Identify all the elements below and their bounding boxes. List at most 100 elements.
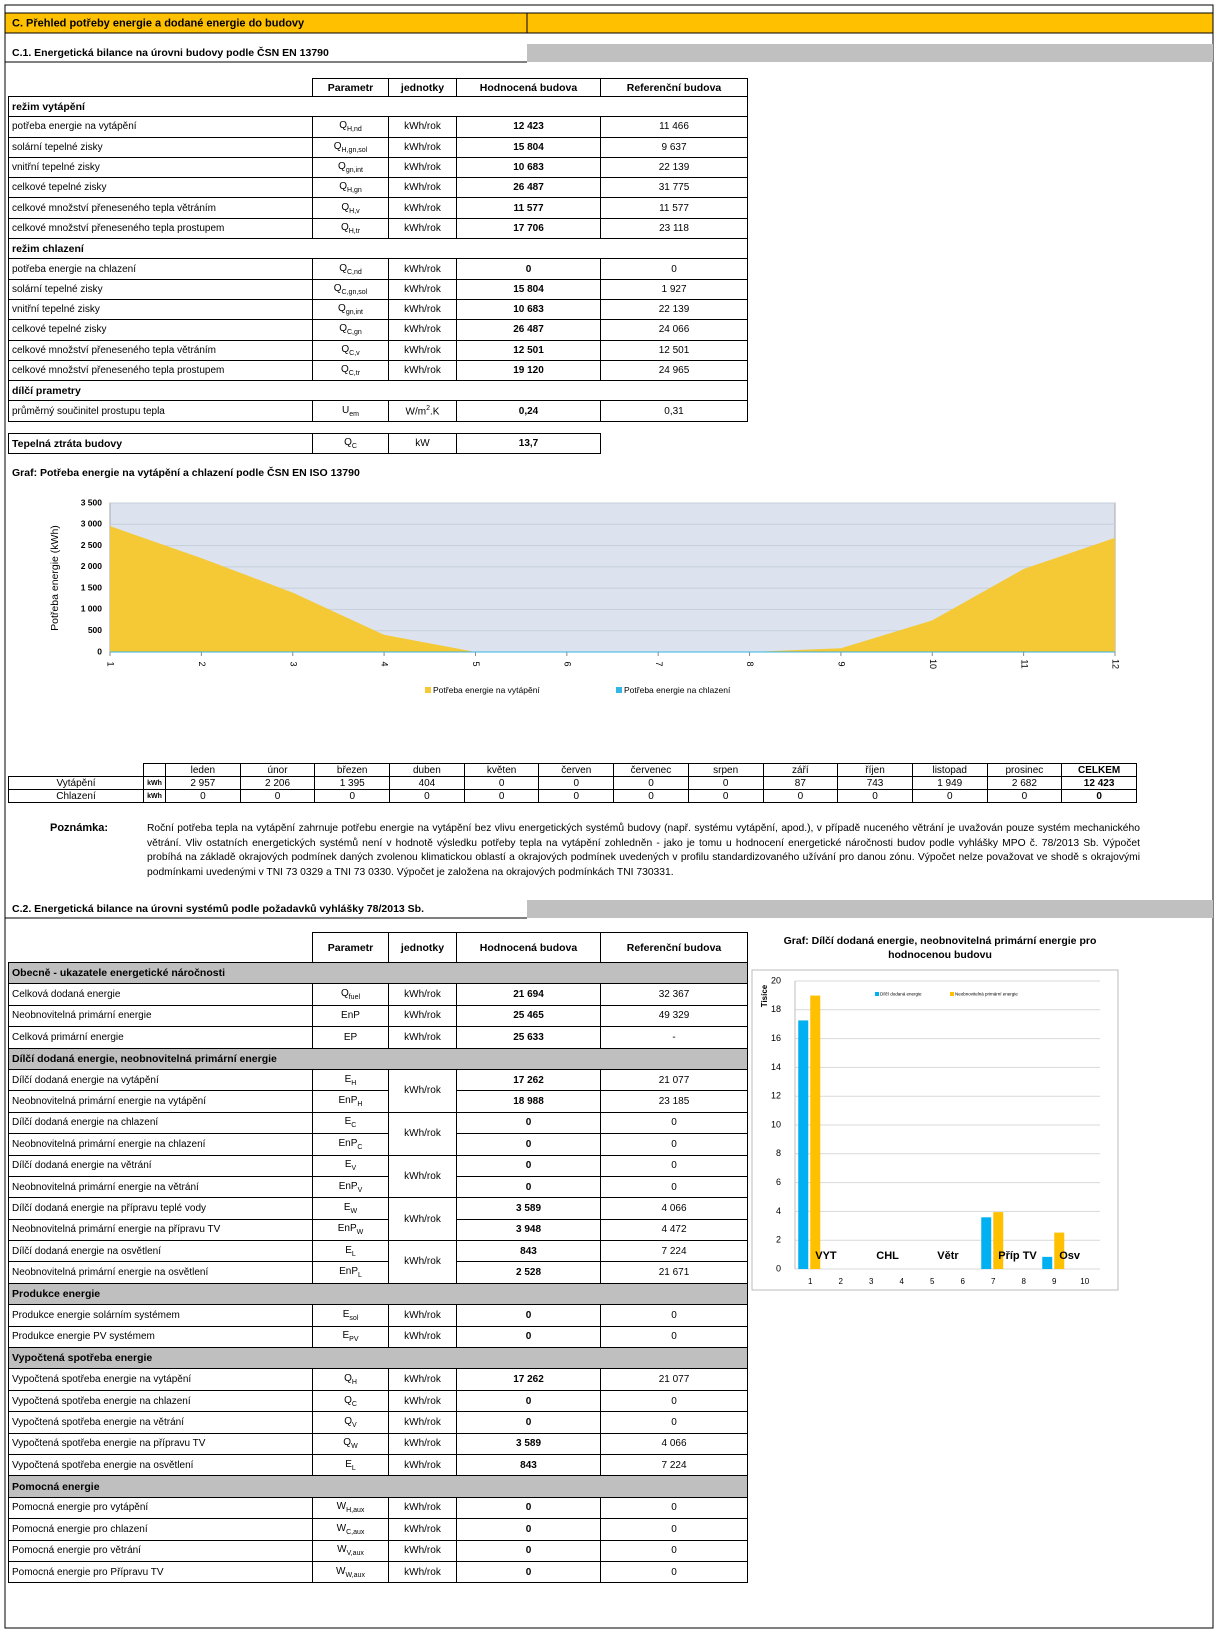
reference: 1 927 — [600, 278, 748, 300]
symbol: W — [336, 1501, 347, 1513]
month-value: 743 — [837, 776, 913, 790]
y-tick-label: 3 000 — [81, 519, 103, 529]
month-value: 1 949 — [911, 776, 988, 790]
reference: 0 — [600, 1325, 748, 1349]
reference: 23 118 — [600, 217, 748, 240]
row-label: potřeba energie na vytápění — [8, 116, 313, 138]
x-tick-label: 12 — [1111, 659, 1121, 669]
month-header: srpen — [687, 763, 764, 777]
symbol-sub: W,aux — [345, 1571, 365, 1579]
table-row: celkové množství přeneseného tepla větrá… — [8, 197, 748, 219]
month-value: 2 957 — [165, 776, 241, 790]
y-tick-label: 0 — [97, 646, 102, 656]
symbol-cell: EL — [312, 1240, 389, 1263]
symbol-sub: H,nd — [346, 126, 362, 134]
row-label: vnitřní tepelné zisky — [8, 298, 313, 321]
table-row: vnitřní tepelné zisky Qgn,int kWh/rok 10 68… — [8, 156, 748, 179]
table-row: celkové tepelné zisky QC,gn kWh/rok 26 487 2… — [8, 319, 748, 341]
group-row: Pomocná energie — [8, 1475, 748, 1498]
y-tick-label: 14 — [771, 1062, 781, 1072]
reference: 0,31 — [600, 400, 748, 422]
month-value: 0 — [687, 789, 764, 803]
x-tick-label: 4 — [380, 661, 390, 666]
row-label: Neobnovitelná primární energie na vytápě… — [8, 1090, 313, 1113]
symbol-cell: QC,gn — [312, 319, 389, 341]
unit-cell: kWh/rok — [388, 1453, 457, 1477]
row-label: Pomocná energie pro Přípravu TV — [8, 1560, 313, 1584]
x-tick-label: 5 — [930, 1277, 935, 1286]
unit-cell: kWh/rok — [388, 1389, 457, 1413]
value: 26 487 — [456, 177, 601, 199]
unit-cell: kWh/rok — [388, 278, 457, 300]
symbol-cell: QH,tr — [312, 217, 389, 240]
row-label: Chlazení — [8, 789, 144, 803]
data-table: Parametr jednotky Hodnocená budova Referenč… — [8, 78, 748, 422]
header-row: Parametr jednotky Hodnocená budova Referenč… — [8, 932, 748, 963]
unit-cell: kWh/rok — [388, 1111, 457, 1156]
unit-cell: kWh/rok — [388, 359, 457, 382]
value: 11 577 — [456, 197, 601, 219]
symbol: Q — [340, 364, 349, 375]
value: 12 423 — [456, 116, 601, 138]
table-row: Tepelná ztráta budovy QC kW 13,7 — [8, 433, 601, 454]
table-row: Celková dodaná energie Qfuel kWh/rok 21 694… — [8, 983, 748, 1006]
row-label: vnitřní tepelné zisky — [8, 156, 313, 179]
row-label: Neobnovitelná primární energie na přípra… — [8, 1218, 313, 1242]
unit: kWh/rok — [404, 324, 441, 336]
symbol: Q — [341, 201, 350, 213]
row-label: Dílčí dodaná energie na vytápění — [8, 1068, 313, 1092]
bar — [798, 1020, 809, 1269]
group-name: Pomocná energie — [8, 1475, 748, 1498]
symbol-cell: EW — [312, 1197, 389, 1220]
row-label: Celková primární energie — [8, 1026, 313, 1049]
value: 0 — [456, 1389, 601, 1413]
symbol-cell: EnPL — [312, 1261, 389, 1284]
table-row: Dílčí dodaná energie na chlazení EC kWh/ro… — [8, 1111, 748, 1156]
row-label: solární tepelné zisky — [8, 136, 313, 158]
row-label: Tepelná ztráta budovy — [8, 433, 313, 454]
reference: 0 — [600, 1389, 748, 1413]
symbol-sub: H,v — [349, 207, 360, 215]
annotation: VYT — [815, 1250, 837, 1262]
legend-label: Neobnovitelná primární energie — [955, 992, 1018, 997]
value: 3 948 — [456, 1218, 601, 1242]
symbol-sub: C — [357, 1143, 363, 1151]
value: 10 683 — [456, 156, 601, 179]
group-name: dílčí prametry — [8, 380, 748, 402]
symbol: Q — [338, 161, 346, 173]
reference: 0 — [600, 1496, 748, 1520]
month-value: 2 206 — [239, 776, 316, 790]
table-row: Pomocná energie pro větrání WV,aux kWh/rok… — [8, 1539, 748, 1562]
month-value: 87 — [762, 776, 839, 790]
value: 17 262 — [456, 1068, 601, 1092]
month-value: 0 — [538, 776, 615, 790]
blank-header — [8, 763, 144, 777]
unit-cell: kWh/rok — [388, 1004, 457, 1028]
column-header: Parametr — [312, 932, 389, 963]
y-tick-label: 2 000 — [81, 561, 103, 571]
symbol-sub: V — [352, 1421, 357, 1429]
symbol: U — [342, 404, 350, 416]
symbol-sub: H — [351, 1079, 357, 1087]
symbol-sub: C,aux — [346, 1528, 365, 1536]
symbol-sub: H,gn,sol — [341, 146, 368, 154]
value: 3 589 — [456, 1432, 601, 1455]
unit-cell: kWh/rok — [388, 1368, 457, 1391]
value: 0 — [456, 1111, 601, 1135]
chart-title: Graf: Dílčí dodaná energie, neobnoviteln… — [783, 935, 1097, 961]
month-header: červen — [538, 763, 615, 777]
row-label: Neobnovitelná primární energie na větrán… — [8, 1175, 313, 1199]
reference: 11 577 — [600, 197, 748, 219]
row-label: Dílčí dodaná energie na osvětlení — [8, 1240, 313, 1263]
y-tick-label: 1 000 — [81, 604, 103, 614]
row-label: Pomocná energie pro vytápění — [8, 1496, 313, 1520]
value: 15 804 — [456, 278, 601, 300]
value: 0 — [456, 1154, 601, 1177]
row-label: Vypočtená spotřeba energie na větrání — [8, 1411, 313, 1434]
symbol: EnP — [338, 1095, 358, 1107]
x-tick-label: 6 — [562, 661, 572, 666]
annotation: CHL — [876, 1250, 899, 1262]
symbol-cell: QH — [312, 1368, 389, 1391]
reference: 0 — [600, 1560, 748, 1584]
value: 0 — [456, 1560, 601, 1584]
